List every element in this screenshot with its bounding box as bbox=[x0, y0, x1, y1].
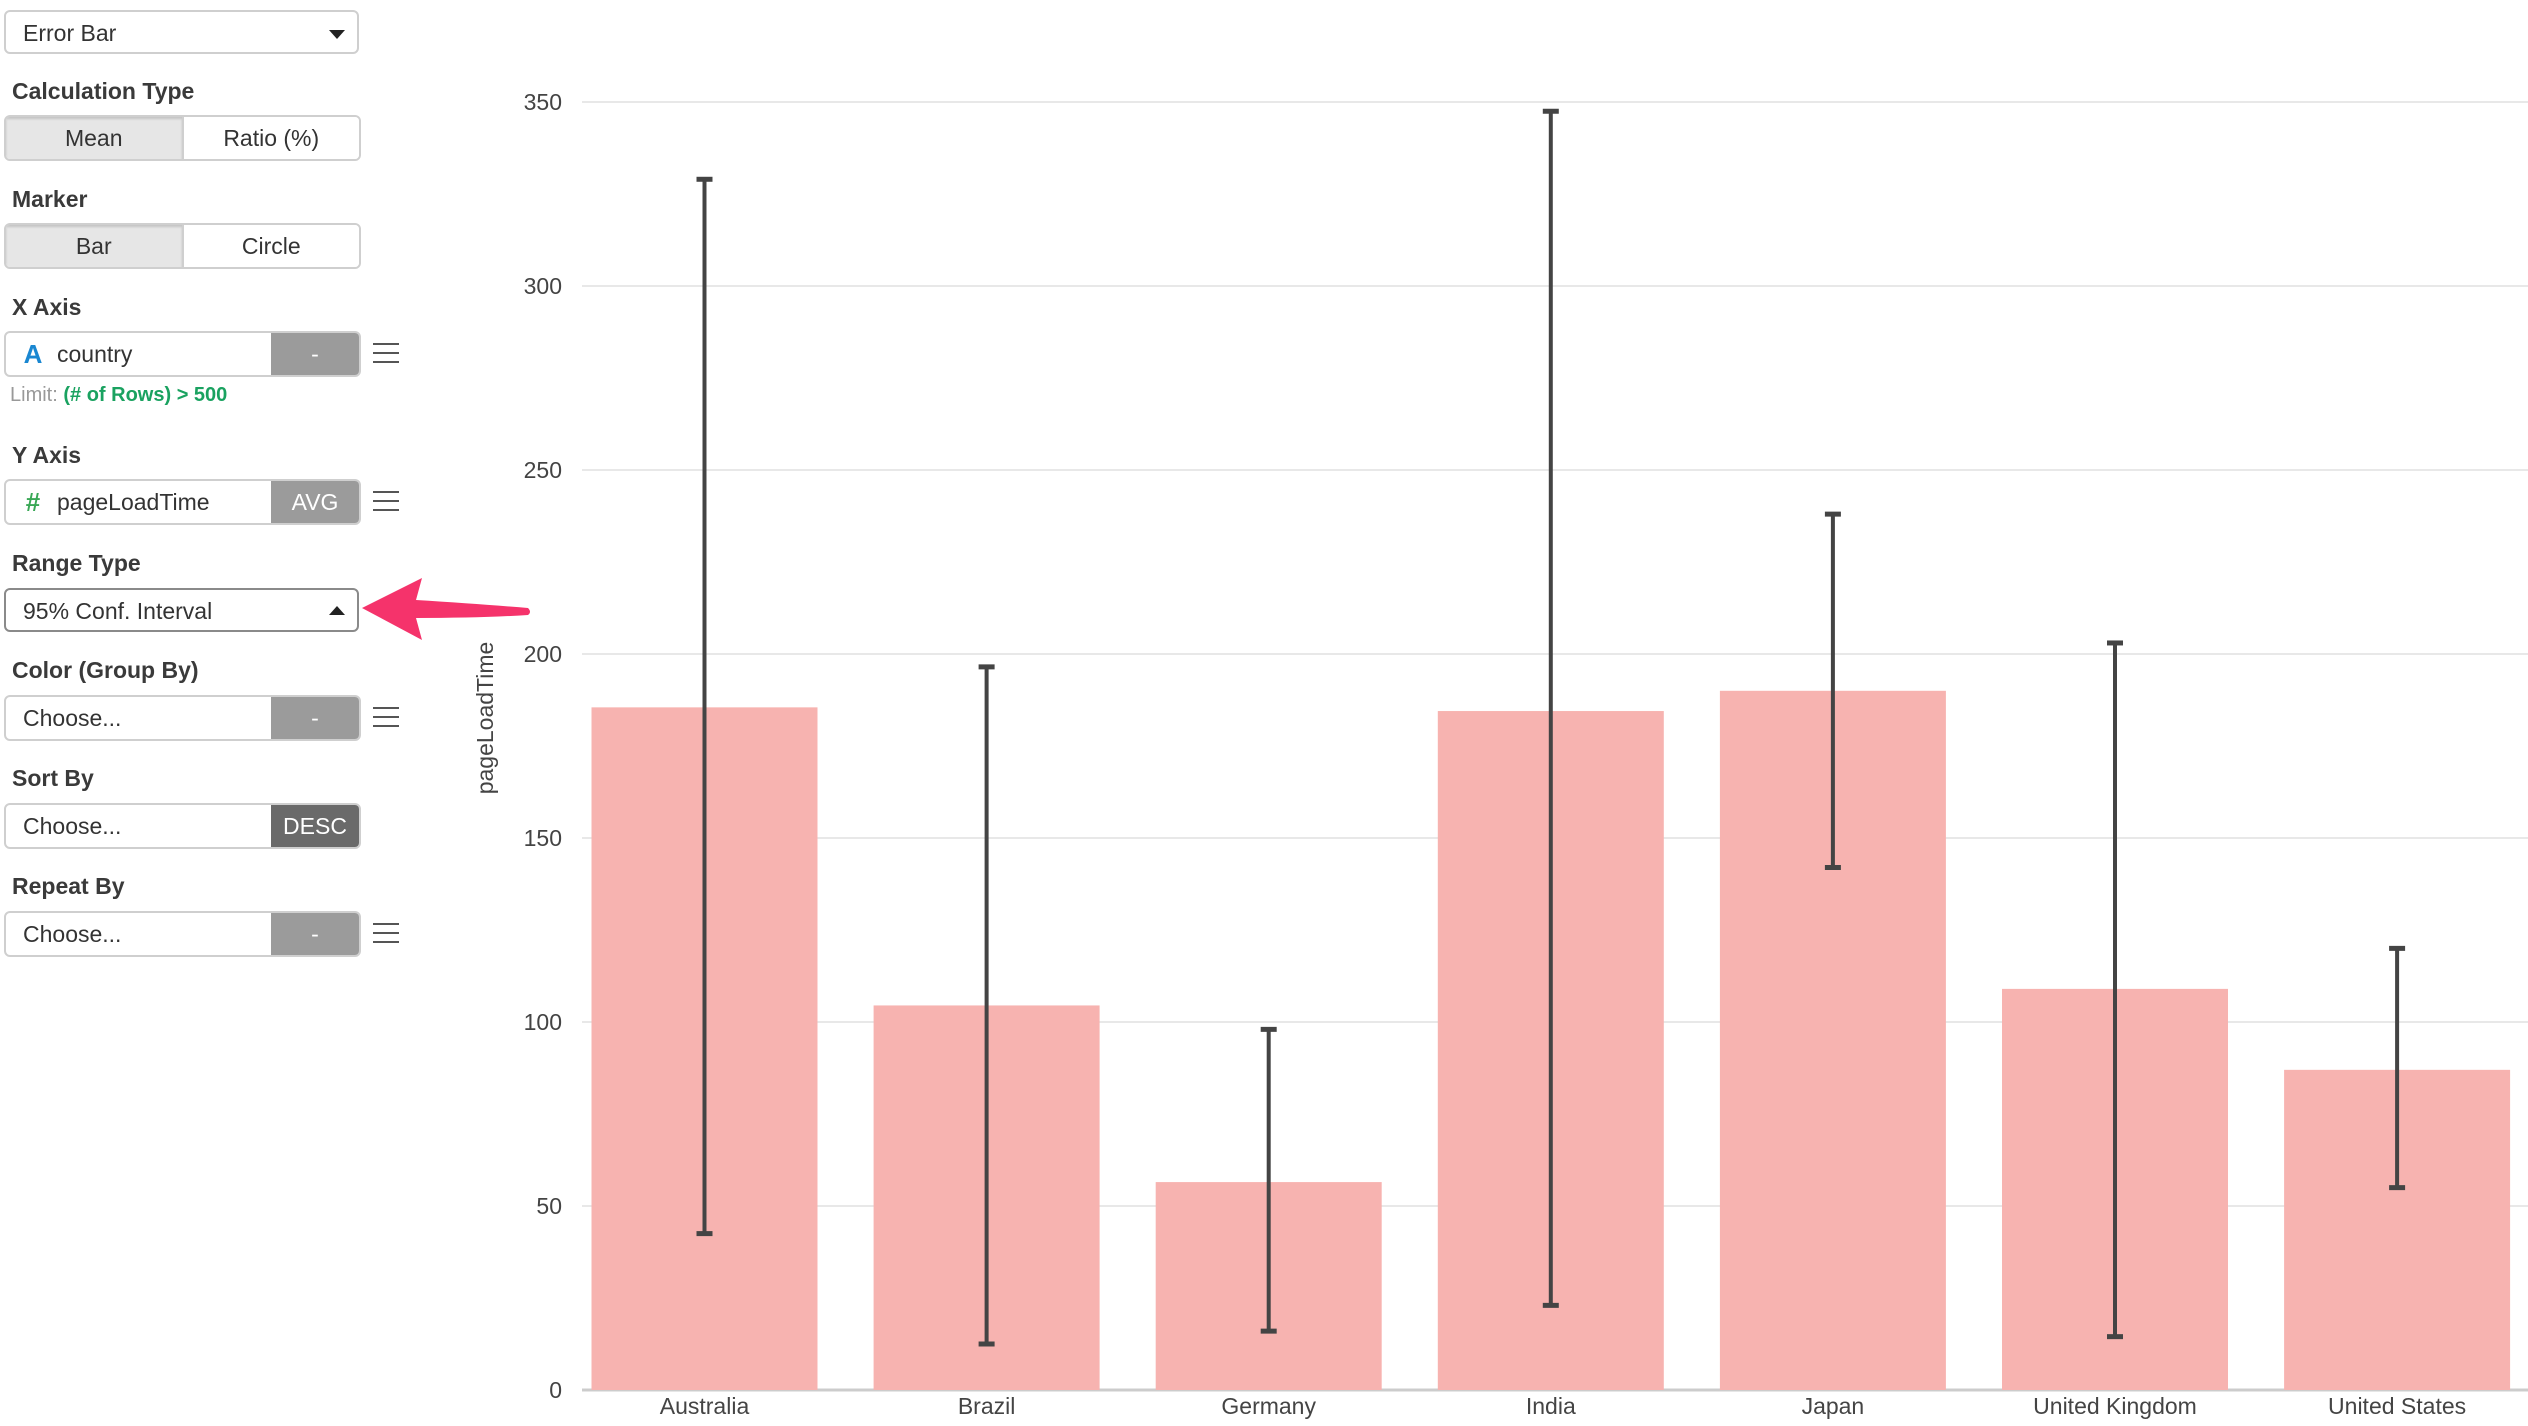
error-bar-chart: 0 50 100 150 200 250 300 350 pageLoadTime Austral… bbox=[472, 89, 2528, 1419]
repeat-menu-icon[interactable] bbox=[373, 923, 399, 943]
y-tick-label: 350 bbox=[524, 89, 562, 115]
chart-type-select[interactable]: Error Bar bbox=[4, 10, 359, 54]
x-axis-column-select[interactable]: A country bbox=[6, 333, 271, 375]
y-tick-label: 50 bbox=[536, 1193, 562, 1219]
color-agg-button[interactable]: - bbox=[271, 697, 359, 739]
y-axis-column-name: pageLoadTime bbox=[57, 488, 210, 515]
y-axis-column-select[interactable]: # pageLoadTime bbox=[6, 481, 271, 523]
repeat-by-select[interactable]: Choose... bbox=[23, 920, 122, 947]
y-tick-label: 300 bbox=[524, 273, 562, 299]
sort-by-label: Sort By bbox=[12, 765, 94, 791]
x-tick-label: India bbox=[1526, 1393, 1576, 1419]
x-tick-label: United Kingdom bbox=[2033, 1393, 2197, 1419]
calc-ratio-option[interactable]: Ratio (%) bbox=[183, 117, 359, 159]
calculation-type-label: Calculation Type bbox=[12, 78, 195, 104]
color-group-by-label: Color (Group By) bbox=[12, 657, 199, 683]
y-tick-label: 200 bbox=[524, 641, 562, 667]
y-tick-label: 250 bbox=[524, 457, 562, 483]
repeat-by-field: Choose... - bbox=[4, 911, 361, 957]
color-group-by-field: Choose... - bbox=[4, 695, 361, 741]
repeat-by-label: Repeat By bbox=[12, 873, 125, 899]
range-type-value: 95% Conf. Interval bbox=[23, 598, 213, 624]
x-tick-label: Germany bbox=[1221, 1393, 1316, 1419]
range-type-select[interactable]: 95% Conf. Interval bbox=[4, 588, 359, 632]
x-axis-column-name: country bbox=[57, 340, 133, 367]
repeat-agg-button[interactable]: - bbox=[271, 913, 359, 955]
chevron-up-icon bbox=[329, 606, 345, 615]
limit-prefix: Limit: bbox=[10, 384, 58, 406]
y-axis-label: Y Axis bbox=[12, 442, 82, 468]
y-tick-label: 150 bbox=[524, 825, 562, 851]
marker-bar-option[interactable]: Bar bbox=[6, 225, 184, 267]
annotation-arrow-icon bbox=[362, 578, 530, 640]
x-axis-limit: Limit: (# of Rows) > 500 bbox=[10, 384, 227, 407]
y-axis-menu-icon[interactable] bbox=[373, 491, 399, 511]
color-menu-icon[interactable] bbox=[373, 707, 399, 727]
calc-mean-option[interactable]: Mean bbox=[6, 117, 184, 159]
x-tick-label: Australia bbox=[660, 1393, 750, 1419]
chevron-down-icon bbox=[329, 30, 345, 39]
sort-by-field: Choose... DESC bbox=[4, 803, 361, 849]
y-tick-label: 0 bbox=[549, 1377, 562, 1403]
limit-value-link[interactable]: (# of Rows) > 500 bbox=[63, 384, 228, 406]
range-type-label: Range Type bbox=[12, 550, 141, 576]
marker-toggle: Bar Circle bbox=[4, 223, 361, 269]
x-axis-agg-button[interactable]: - bbox=[271, 333, 359, 375]
calculation-type-toggle: Mean Ratio (%) bbox=[4, 115, 361, 161]
y-tick-label: 100 bbox=[524, 1009, 562, 1035]
settings-sidebar: Error Bar Calculation Type Mean Ratio (%… bbox=[0, 0, 420, 1426]
y-axis-agg-button[interactable]: AVG bbox=[271, 481, 359, 523]
sort-order-button[interactable]: DESC bbox=[271, 805, 359, 847]
chart-type-value: Error Bar bbox=[23, 20, 117, 46]
x-axis-menu-icon[interactable] bbox=[373, 343, 399, 363]
y-axis-field: # pageLoadTime AVG bbox=[4, 479, 361, 525]
x-tick-label: Japan bbox=[1802, 1393, 1865, 1419]
color-group-by-select[interactable]: Choose... bbox=[23, 704, 122, 731]
y-axis-title: pageLoadTime bbox=[472, 642, 498, 795]
x-axis-label: X Axis bbox=[12, 294, 82, 320]
x-axis-field: A country - bbox=[4, 331, 361, 377]
string-type-icon: A bbox=[23, 338, 43, 369]
sort-by-select[interactable]: Choose... bbox=[23, 812, 122, 839]
x-tick-label: United States bbox=[2328, 1393, 2466, 1419]
marker-label: Marker bbox=[12, 186, 88, 212]
x-tick-label: Brazil bbox=[958, 1393, 1016, 1419]
number-type-icon: # bbox=[25, 486, 41, 517]
marker-circle-option[interactable]: Circle bbox=[183, 225, 359, 267]
